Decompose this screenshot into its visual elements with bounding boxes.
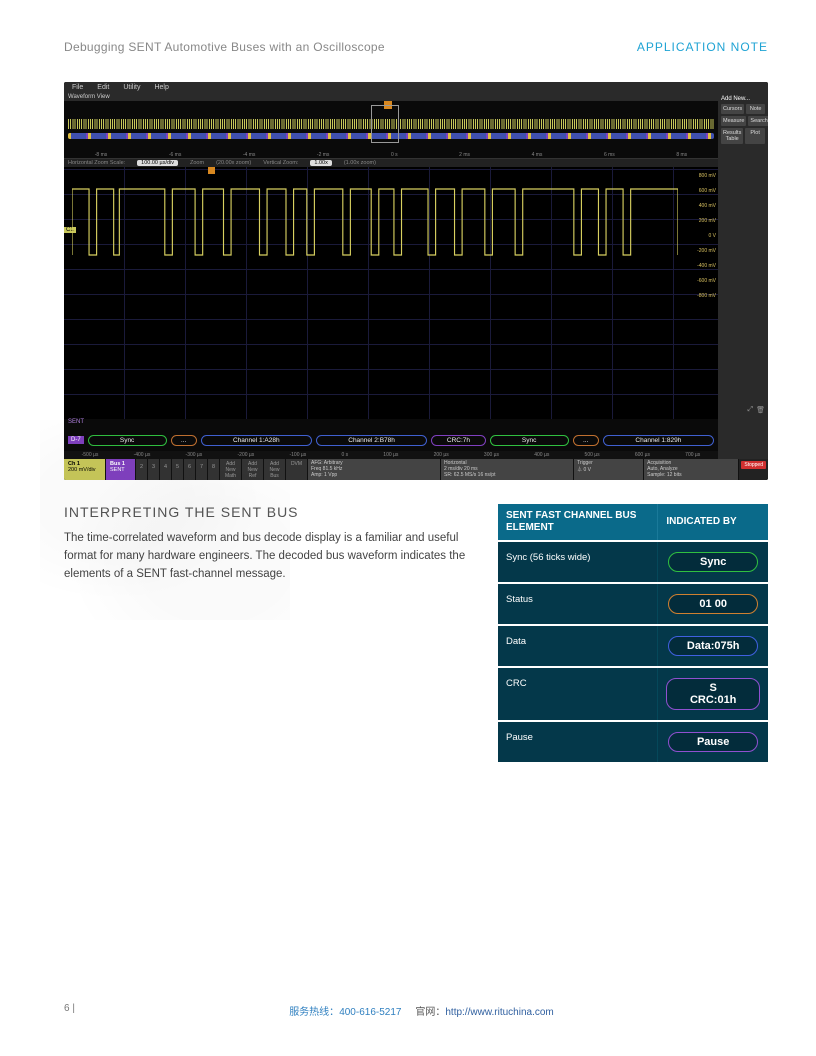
table-cell-label: CRC [498, 667, 658, 721]
indicator-pill: 01 00 [668, 594, 758, 614]
acquisition-panel[interactable]: Acquisition Auto, Analyze Sample: 12 bit… [644, 459, 739, 480]
scope-menubar: File Edit Utility Help [64, 82, 768, 93]
scope-bottom-bar: Ch 1 200 mV/div Bus 1 SENT 2345678 Add N… [64, 459, 768, 480]
scope-sidebar: Add New... CursorsNoteMeasureSearch Resul… [718, 93, 768, 459]
zoom-icon[interactable]: ⤢ [748, 406, 754, 414]
side-btn-search[interactable]: Search [748, 116, 768, 126]
page-footer: 6 | 服务热线：400-616-5217 官网：http://www.ritu… [64, 1003, 768, 1018]
bus-segment: Channel 1:A28h [201, 435, 312, 446]
page-number: 6 | [64, 1003, 75, 1018]
table-header: SENT FAST CHANNEL BUS ELEMENT [498, 504, 658, 541]
channel-add-8[interactable]: 8 [208, 459, 220, 480]
side-btn-note[interactable]: Note [746, 104, 765, 114]
indicator-pill: S CRC:01h [666, 678, 760, 710]
channel-add-6[interactable]: 6 [184, 459, 196, 480]
bus-badge: D-7 [68, 436, 84, 444]
site-label: 官网： [415, 1007, 445, 1018]
table-header: INDICATED BY [658, 504, 768, 541]
menu-utility[interactable]: Utility [123, 84, 140, 91]
bus-segment: Sync [490, 435, 569, 446]
table-cell-indicator: 01 00 [658, 583, 768, 625]
bus-element-table: SENT FAST CHANNEL BUS ELEMENT INDICATED … [498, 504, 768, 762]
channel-add-2[interactable]: 2 [136, 459, 148, 480]
header-note: APPLICATION NOTE [637, 40, 768, 54]
bus-segment: Channel 1:829h [603, 435, 714, 446]
table-cell-label: Sync (56 ticks wide) [498, 541, 658, 583]
channel-add-3[interactable]: 3 [148, 459, 160, 480]
table-cell-indicator: Sync [658, 541, 768, 583]
add-btn[interactable]: DVM [286, 459, 308, 480]
menu-help[interactable]: Help [154, 84, 168, 91]
hotline-number: 400-616-5217 [339, 1007, 401, 1018]
table-cell-label: Data [498, 625, 658, 667]
trigger-marker-icon [208, 167, 215, 174]
waveform-overview: -8 ms-6 ms-4 ms-2 ms0 s2 ms4 ms6 ms8 ms [64, 101, 718, 159]
afg-panel[interactable]: AFG: Arbitrary Freq 81.5 kHz Amp: 1 Vpp [308, 459, 441, 480]
add-btn[interactable]: Add New Ref [242, 459, 264, 480]
bus-segment: CRC:7h [431, 435, 486, 446]
side-btn-cursors[interactable]: Cursors [721, 104, 744, 114]
add-btn[interactable]: Add New Bus [264, 459, 286, 480]
waveform-view-title: Waveform View [64, 93, 718, 101]
bus-segment: Sync [88, 435, 167, 446]
menu-file[interactable]: File [72, 84, 83, 91]
bus-title: SENT [68, 419, 84, 425]
sidebar-title: Add New... [721, 96, 765, 102]
table-cell-label: Status [498, 583, 658, 625]
zoom-window-indicator [371, 105, 399, 143]
table-cell-indicator: Pause [658, 721, 768, 762]
waveform-zoom: C1 800 mV600 mV400 mV200 mV0 V-200 mV-40… [64, 167, 718, 419]
hotline-label: 服务热线： [289, 1007, 339, 1018]
table-cell-indicator: S CRC:01h [658, 667, 768, 721]
horizontal-panel[interactable]: Horizontal 2 ms/div 20 ms SR: 62.5 MS/s … [441, 459, 574, 480]
zoom-time-axis: -500 µs-400 µs-300 µs-200 µs-100 µs0 s10… [64, 451, 718, 459]
oscilloscope-screenshot: File Edit Utility Help Waveform View -8 ms-… [64, 82, 768, 480]
side-btn-results-table[interactable]: Results Table [721, 128, 743, 144]
horizontal-scale-bar: Horizontal Zoom Scale: 100.00 µs/div Zoo… [64, 159, 718, 167]
y-axis-labels: 800 mV600 mV400 mV200 mV0 V-200 mV-400 m… [697, 173, 716, 299]
bus-segment: Channel 2:B78h [316, 435, 427, 446]
section-body: The time-correlated waveform and bus dec… [64, 530, 474, 583]
bus-segment: ... [573, 435, 599, 446]
site-link[interactable]: http://www.rituchina.com [445, 1007, 553, 1018]
channel-trace [72, 177, 678, 267]
channel-add-4[interactable]: 4 [160, 459, 172, 480]
add-btn[interactable]: Add New Math [220, 459, 242, 480]
menu-edit[interactable]: Edit [97, 84, 109, 91]
side-btn-measure[interactable]: Measure [721, 116, 746, 126]
overview-time-axis: -8 ms-6 ms-4 ms-2 ms0 s2 ms4 ms6 ms8 ms [64, 152, 718, 158]
trash-icon[interactable]: 🗑 [756, 406, 765, 414]
header-title: Debugging SENT Automotive Buses with an … [64, 40, 385, 54]
indicator-pill: Pause [668, 732, 758, 752]
channel-add-7[interactable]: 7 [196, 459, 208, 480]
table-cell-indicator: Data:075h [658, 625, 768, 667]
trigger-panel[interactable]: Trigger ⏃ 0 V [574, 459, 644, 480]
stopped-badge: Stopped [741, 461, 766, 469]
page-header: Debugging SENT Automotive Buses with an … [64, 40, 768, 54]
indicator-pill: Sync [668, 552, 758, 572]
section-title: INTERPRETING THE SENT BUS [64, 504, 474, 520]
bus-panel[interactable]: Bus 1 SENT [106, 459, 136, 480]
indicator-pill: Data:075h [668, 636, 759, 656]
bus-decode-row: D-7 Sync... Channel 1:A28h Channel 2:B78h C… [64, 429, 718, 451]
table-cell-label: Pause [498, 721, 658, 762]
channel-panel[interactable]: Ch 1 200 mV/div [64, 459, 106, 480]
side-btn-plot[interactable]: Plot [745, 128, 765, 144]
channel-add-5[interactable]: 5 [172, 459, 184, 480]
bus-segment: ... [171, 435, 197, 446]
